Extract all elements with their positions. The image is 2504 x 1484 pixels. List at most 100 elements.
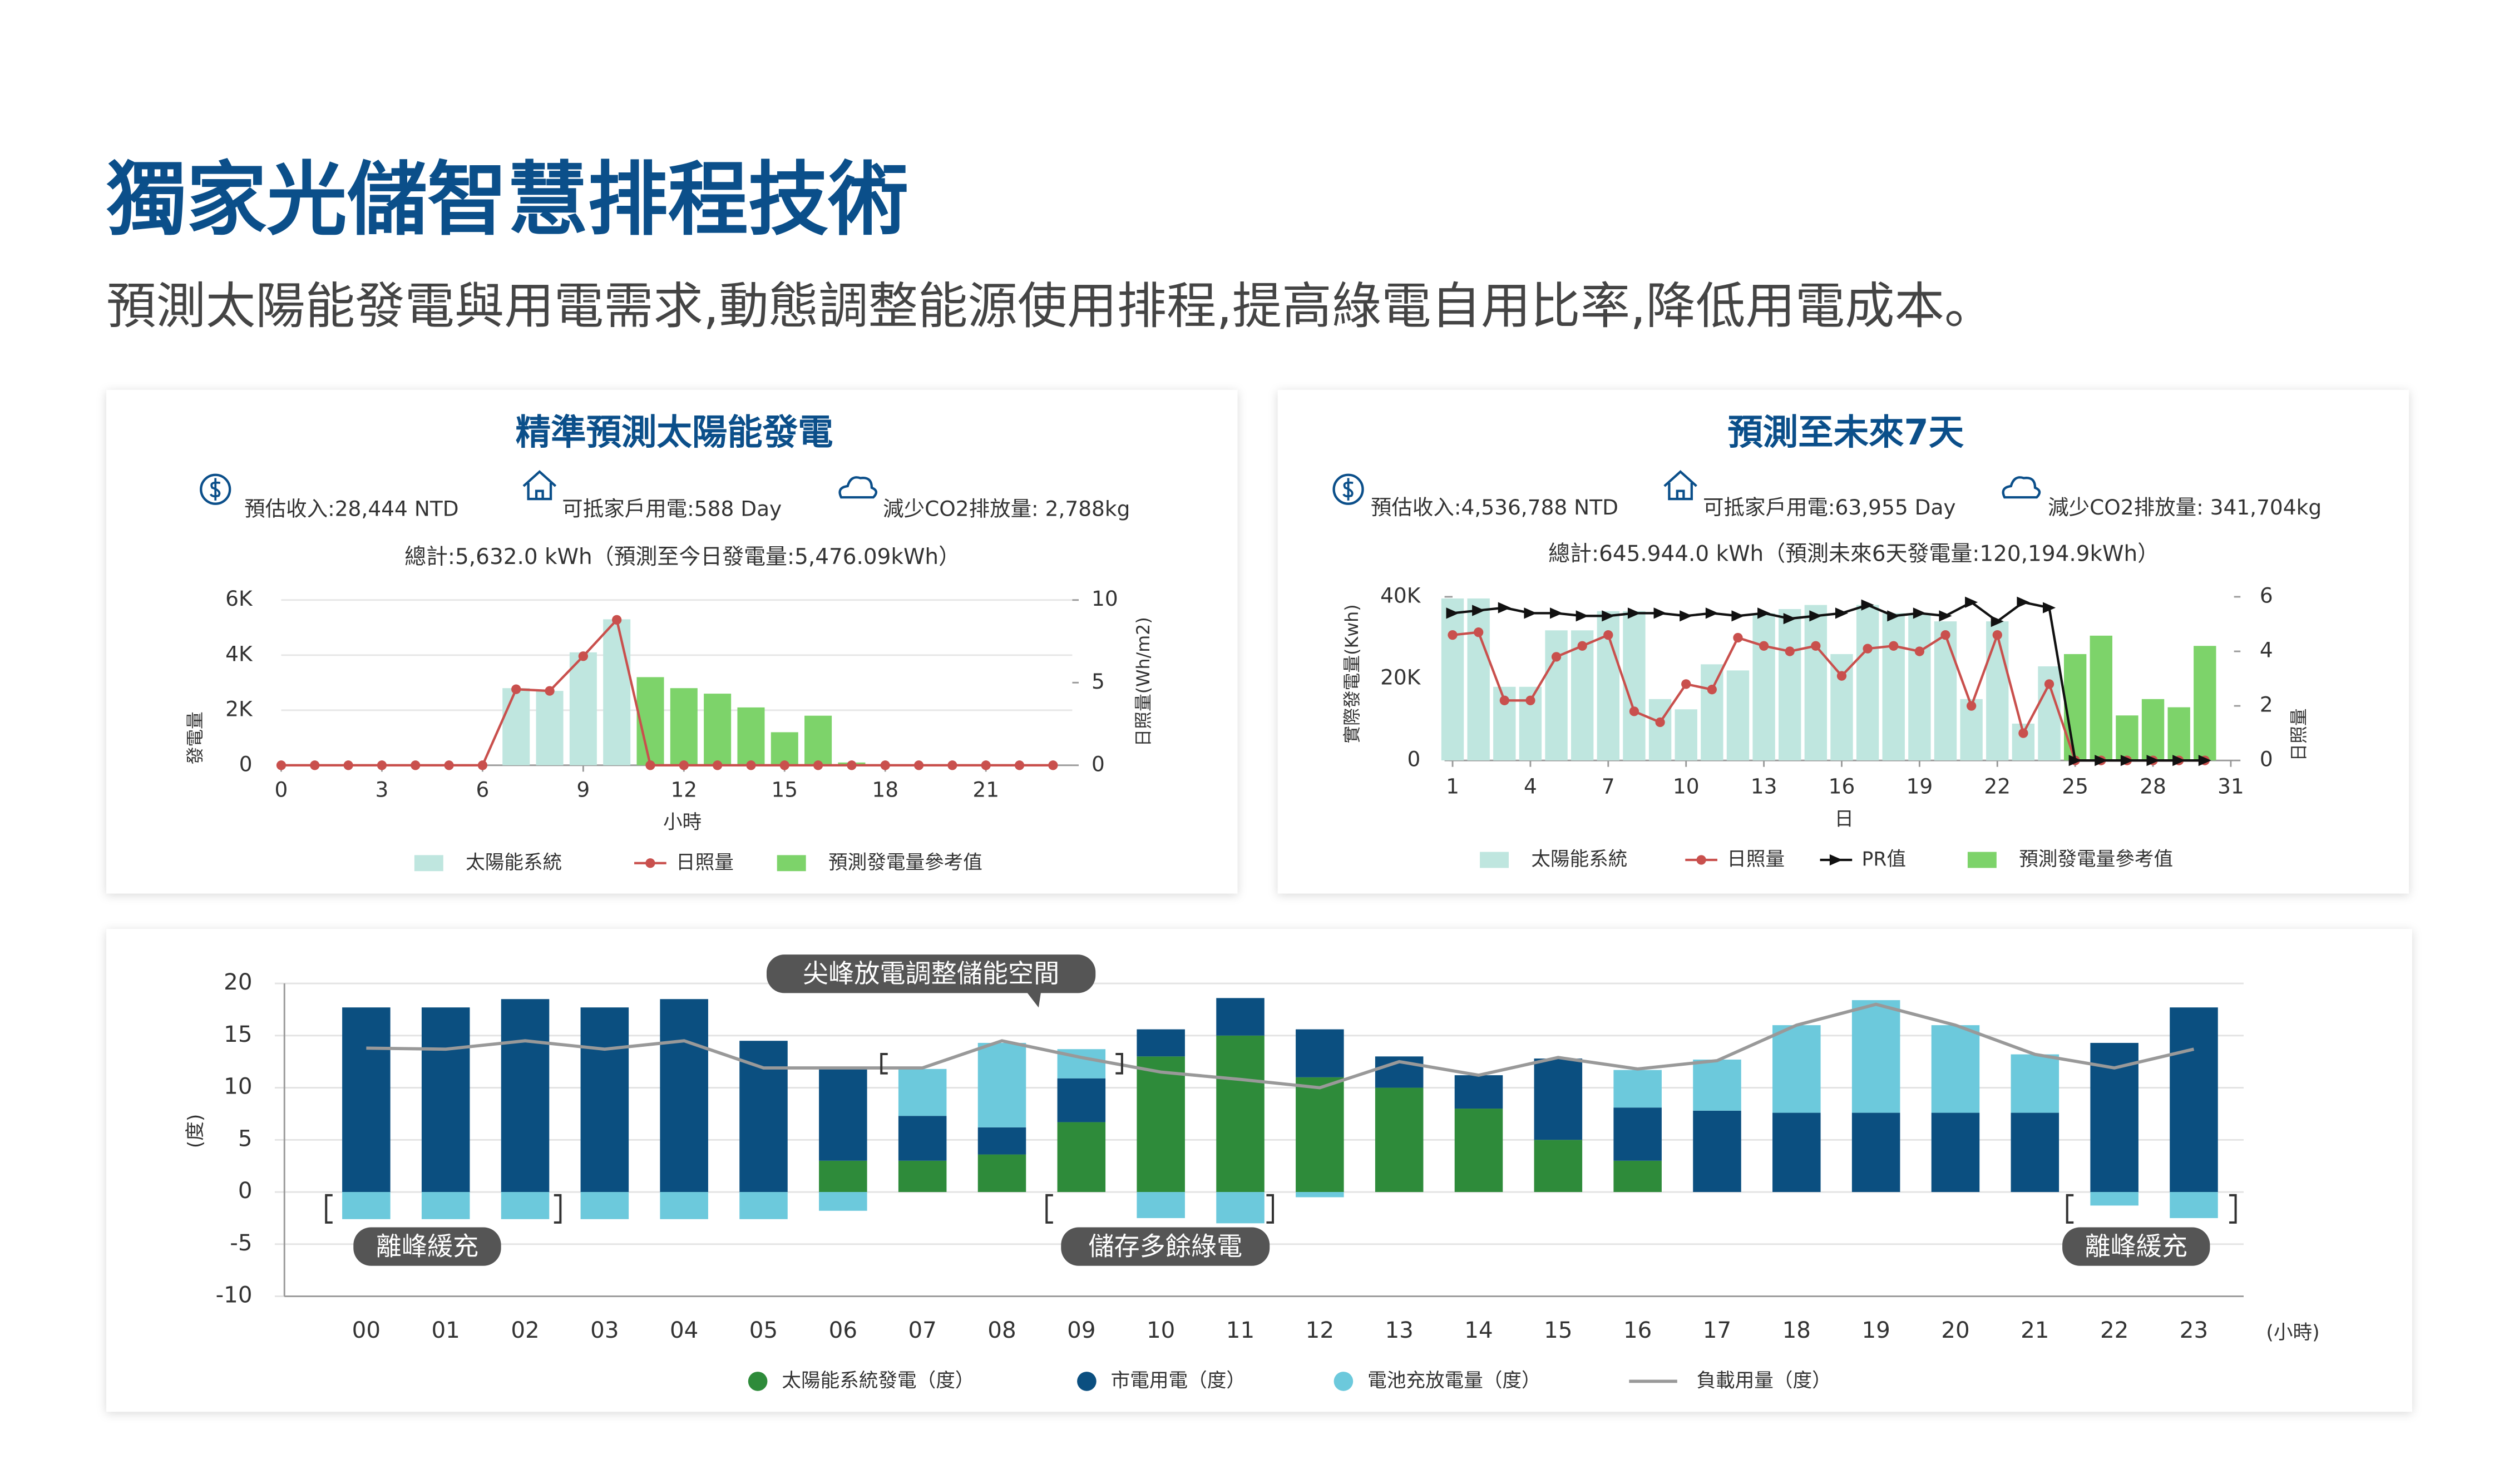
bar-segment bbox=[1296, 1029, 1344, 1077]
callout-box bbox=[353, 1227, 501, 1266]
data-point bbox=[1783, 613, 1796, 625]
data-point bbox=[2172, 755, 2186, 766]
data-point bbox=[712, 760, 723, 770]
bar bbox=[1467, 598, 1490, 761]
x-tick-label: 10 bbox=[1147, 1317, 1175, 1343]
x-axis-label: 日 bbox=[1835, 808, 1854, 830]
bar bbox=[2116, 715, 2138, 761]
bar-segment bbox=[1454, 1109, 1503, 1193]
bar bbox=[1570, 630, 1594, 761]
bar bbox=[1856, 605, 1879, 761]
data-point bbox=[1863, 644, 1873, 654]
data-point bbox=[1448, 630, 1458, 640]
data-point bbox=[847, 760, 857, 770]
y-tick-label: 0 bbox=[239, 751, 253, 776]
y-tick-label: 10 bbox=[224, 1074, 252, 1100]
y2-tick-label: 4 bbox=[2260, 638, 2273, 662]
x-tick-label: 13 bbox=[1385, 1317, 1413, 1343]
data-point bbox=[746, 760, 756, 770]
total: 總計:645.944.0 kWh（預測未來6天發電量:120,194.9kWh） bbox=[1548, 541, 2159, 566]
bar-segment bbox=[819, 1192, 867, 1211]
bar-segment bbox=[1296, 1077, 1344, 1193]
x-tick-label: 20 bbox=[1941, 1317, 1969, 1343]
data-line bbox=[366, 1002, 2195, 1090]
data-point bbox=[1014, 760, 1025, 770]
x-tick-label: 12 bbox=[1306, 1317, 1334, 1343]
data-point bbox=[1914, 646, 1925, 656]
y-tick-label: 0 bbox=[238, 1178, 253, 1204]
legend-swatch bbox=[1077, 1372, 1097, 1391]
data-point bbox=[511, 684, 521, 694]
data-point bbox=[1835, 607, 1849, 619]
data-point bbox=[1705, 607, 1718, 619]
bar bbox=[1675, 709, 1697, 761]
bar-segment bbox=[1534, 1140, 1583, 1193]
data-point bbox=[1889, 641, 1899, 651]
data-point bbox=[1861, 599, 1874, 611]
bar-segment bbox=[898, 1069, 947, 1116]
bar-segment bbox=[1375, 1087, 1424, 1193]
x-tick-label: 09 bbox=[1067, 1317, 1095, 1343]
x-tick-label: 06 bbox=[829, 1317, 857, 1343]
data-point bbox=[880, 760, 890, 770]
data-point bbox=[779, 760, 789, 770]
bar bbox=[1545, 630, 1568, 761]
bar-segment bbox=[1851, 1112, 1900, 1193]
x-tick-label: 6 bbox=[476, 777, 489, 802]
bar bbox=[2141, 699, 2165, 761]
bar bbox=[1830, 654, 1853, 761]
data-point bbox=[2018, 728, 2028, 738]
legend-label: 負載用量（度） bbox=[1696, 1369, 1831, 1392]
data-point bbox=[1965, 596, 1978, 608]
bar-segment bbox=[2090, 1192, 2138, 1206]
bar-segment bbox=[977, 1154, 1026, 1193]
page-title: 獨家光儲智慧排程技術 bbox=[106, 154, 908, 247]
total: 總計:5,632.0 kWh（預測至今日發電量:5,476.09kWh） bbox=[404, 545, 960, 570]
x-tick-label: 4 bbox=[1524, 774, 1537, 799]
data-point bbox=[1655, 717, 1665, 728]
bar-segment bbox=[1137, 1029, 1185, 1057]
data-line bbox=[281, 617, 1053, 766]
bar-segment bbox=[421, 1192, 470, 1219]
bracket bbox=[554, 1194, 562, 1224]
legend-marker bbox=[1696, 855, 1706, 865]
bar bbox=[1804, 605, 1828, 761]
bar bbox=[2194, 646, 2216, 761]
y-tick-label: 15 bbox=[224, 1021, 252, 1047]
data-point bbox=[813, 760, 823, 770]
y-axis-label: 發電量 bbox=[186, 711, 206, 764]
legend-label: 電池充放電量（度） bbox=[1367, 1369, 1540, 1392]
bar bbox=[1648, 699, 1672, 761]
bar-segment bbox=[1693, 1059, 1741, 1111]
page-subtitle: 預測太陽能發電與用電需求,動態調整能源使用排程,提高綠電自用比率,降低用電成本。 bbox=[106, 278, 1994, 335]
y-axis-label: 實際發電量(Kwh) bbox=[1342, 604, 1362, 743]
bar bbox=[2090, 635, 2112, 761]
data-point bbox=[1731, 610, 1745, 622]
y-tick-label: 2K bbox=[225, 696, 253, 721]
bar-segment bbox=[660, 1192, 708, 1219]
bar-segment bbox=[1931, 1025, 1980, 1113]
bar-segment bbox=[1137, 1056, 1185, 1193]
data-point bbox=[1785, 646, 1795, 656]
x-tick-label: 02 bbox=[511, 1317, 539, 1343]
callout-box bbox=[1061, 1227, 1270, 1266]
legend-label: 市電用電（度） bbox=[1111, 1369, 1246, 1392]
data-point bbox=[2120, 755, 2133, 766]
data-point bbox=[1525, 695, 1535, 705]
y-tick-label: 6K bbox=[225, 586, 253, 611]
bracket bbox=[1045, 1194, 1053, 1224]
bar bbox=[704, 694, 732, 765]
bar bbox=[1752, 613, 1775, 761]
x-tick-label: 15 bbox=[771, 777, 798, 802]
data-point bbox=[1472, 605, 1485, 616]
y-tick-label: 40K bbox=[1380, 583, 1421, 607]
x-tick-label: 16 bbox=[1829, 774, 1855, 799]
x-tick-label: 16 bbox=[1623, 1317, 1652, 1343]
legend-swatch bbox=[748, 1372, 768, 1391]
data-point bbox=[1913, 607, 1926, 619]
data-point bbox=[2042, 602, 2056, 614]
x-tick-label: 17 bbox=[1703, 1317, 1731, 1343]
data-point bbox=[1524, 607, 1537, 619]
callout-box bbox=[2062, 1227, 2210, 1266]
